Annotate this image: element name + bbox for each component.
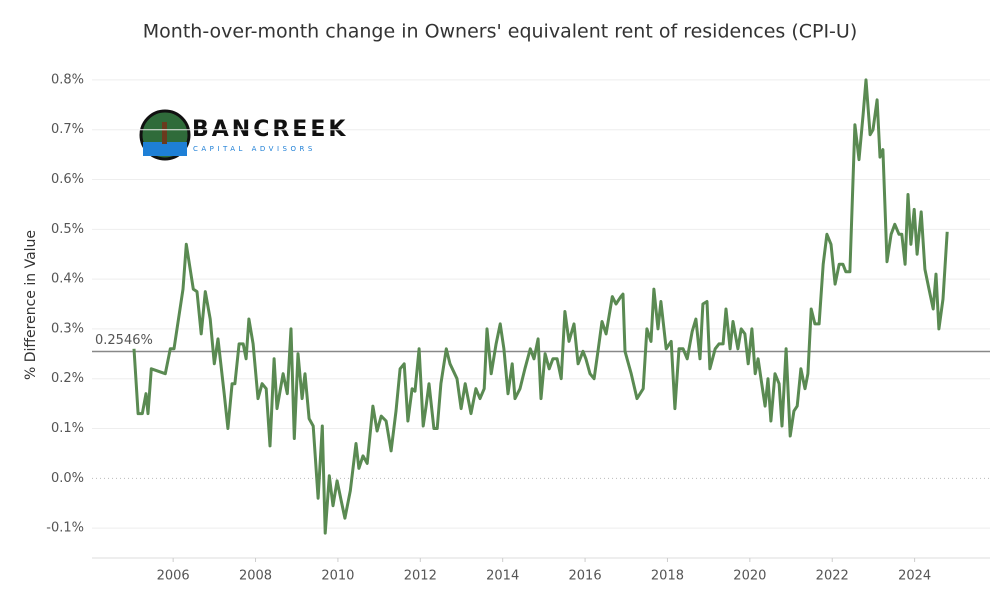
- logo: BANCREEK CAPITAL ADVISORS: [139, 109, 345, 161]
- x-tick-label: 2010: [321, 569, 354, 584]
- y-tick-label: 0.5%: [51, 222, 84, 237]
- x-tick-label: 2016: [569, 569, 602, 584]
- x-tick-label: 2014: [486, 569, 519, 584]
- logo-trunk: [162, 122, 167, 144]
- x-tick-label: 2008: [239, 569, 272, 584]
- reference-label: 0.2546%: [95, 333, 153, 348]
- y-tick-label: 0.3%: [51, 321, 84, 336]
- x-tick-label: 2006: [157, 569, 190, 584]
- chart-title: Month-over-month change in Owners' equiv…: [143, 21, 857, 43]
- y-tick-label: 0.4%: [51, 272, 84, 287]
- x-tick-label: 2020: [733, 569, 766, 584]
- logo-water: [143, 142, 187, 156]
- x-tick-label: 2012: [404, 569, 437, 584]
- y-tick-label: 0.2%: [51, 371, 84, 386]
- y-tick-label: 0.1%: [51, 421, 84, 436]
- x-tick-label: 2024: [898, 569, 931, 584]
- y-tick-label: -0.1%: [46, 521, 84, 536]
- x-tick-label: 2022: [816, 569, 849, 584]
- y-tick-label: 0.8%: [51, 72, 84, 87]
- y-axis-label: % Difference in Value: [23, 230, 39, 380]
- y-tick-label: 0.6%: [51, 172, 84, 187]
- x-tick-label: 2018: [651, 569, 684, 584]
- logo-tagline: CAPITAL ADVISORS: [193, 145, 316, 153]
- data-line: [132, 78, 949, 535]
- y-tick-label: 0.0%: [51, 471, 84, 486]
- y-tick-label: 0.7%: [51, 122, 84, 137]
